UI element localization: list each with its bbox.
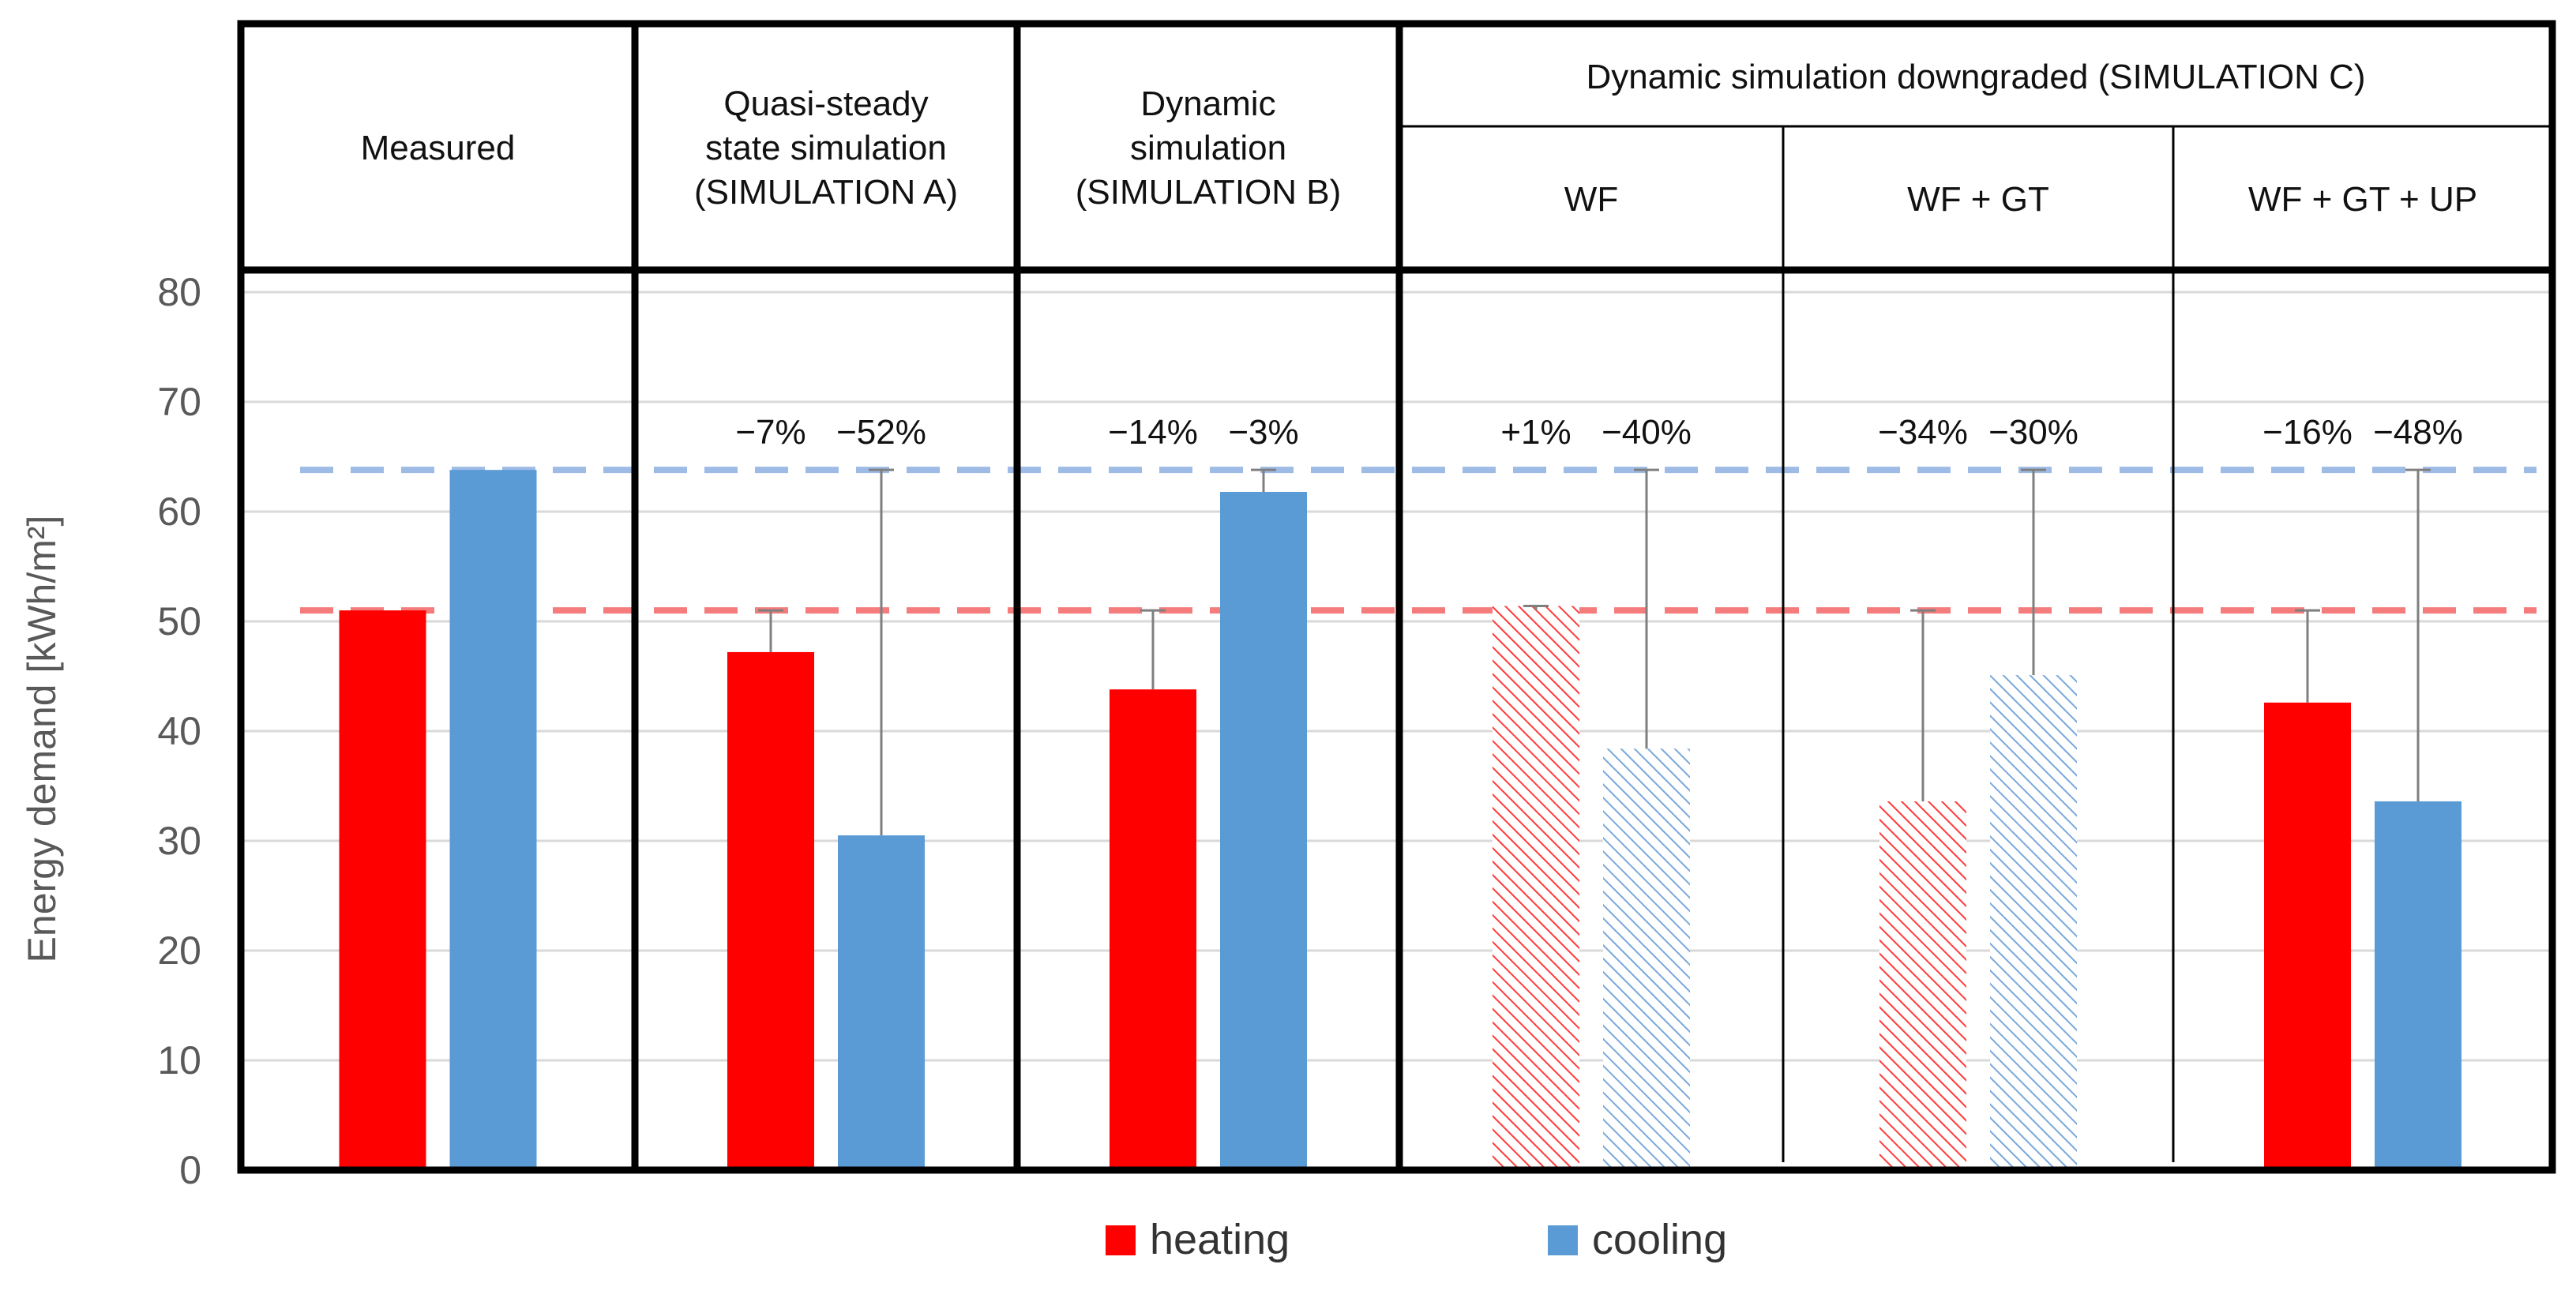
column-header-line: state simulation xyxy=(705,129,947,167)
bar-cooling xyxy=(1990,675,2077,1170)
bar-heating xyxy=(2264,702,2351,1170)
column-header-line: WF xyxy=(1564,180,1618,219)
column-header-line: WF + GT xyxy=(1907,180,2049,219)
legend: heating cooling xyxy=(1106,1216,1727,1263)
chart-frame xyxy=(237,20,2556,1174)
y-tick-label: 20 xyxy=(157,928,201,973)
heating-diff-label: −7% xyxy=(735,413,805,452)
column-header-line: Quasi-steady xyxy=(723,84,928,123)
bar-cooling xyxy=(838,835,925,1170)
y-tick-label: 60 xyxy=(157,490,201,534)
bar-heating xyxy=(1110,689,1196,1170)
heating-diff-label: −16% xyxy=(2262,413,2353,452)
bar-cooling xyxy=(2375,801,2461,1170)
y-tick-label: 80 xyxy=(157,270,201,314)
column-header-line: Measured xyxy=(361,129,516,167)
legend-swatch-cooling xyxy=(1548,1225,1578,1255)
cooling-diff-label: −40% xyxy=(1602,413,1692,452)
y-tick-label: 10 xyxy=(157,1038,201,1082)
column-header-line: simulation xyxy=(1130,129,1286,167)
bar-heating xyxy=(339,610,426,1170)
y-axis-title: Energy demand [kWh/m²] xyxy=(20,516,64,963)
y-tick-label: 50 xyxy=(157,599,201,643)
column-header-line: Dynamic xyxy=(1140,84,1275,123)
y-tick-label: 70 xyxy=(157,380,201,424)
cooling-diff-label: −30% xyxy=(1988,413,2078,452)
legend-label-heating: heating xyxy=(1150,1216,1290,1263)
column-header-line: WF + GT + UP xyxy=(2248,180,2477,219)
bar-cooling xyxy=(1603,748,1690,1170)
simulation-c-header: Dynamic simulation downgraded (SIMULATIO… xyxy=(1586,58,2365,96)
bars xyxy=(339,470,2461,1170)
column-header-line: (SIMULATION B) xyxy=(1076,173,1342,212)
bar-heating xyxy=(727,651,814,1170)
bar-cooling xyxy=(449,470,537,1170)
legend-label-cooling: cooling xyxy=(1592,1216,1727,1263)
error-bars xyxy=(758,468,2431,836)
bar-heating xyxy=(1493,606,1579,1170)
column-header-line: (SIMULATION A) xyxy=(694,173,958,212)
y-tick-label: 40 xyxy=(157,709,201,753)
cooling-diff-label: −52% xyxy=(836,413,926,452)
cooling-diff-label: −3% xyxy=(1228,413,1298,452)
reference-lines xyxy=(300,467,2537,614)
chart-text: 0 10 20 30 40 50 60 70 80 Energy demand [kWh/m²] M… xyxy=(20,58,2477,1192)
bar-heating xyxy=(1879,801,1966,1170)
heating-diff-label: +1% xyxy=(1500,413,1571,452)
heating-diff-label: −34% xyxy=(1878,413,1968,452)
heating-diff-label: −14% xyxy=(1108,413,1198,452)
y-tick-label: 0 xyxy=(179,1148,201,1192)
cooling-diff-label: −48% xyxy=(2373,413,2463,452)
legend-swatch-heating xyxy=(1106,1225,1136,1255)
bar-cooling xyxy=(1220,491,1307,1170)
y-tick-label: 30 xyxy=(157,819,201,863)
